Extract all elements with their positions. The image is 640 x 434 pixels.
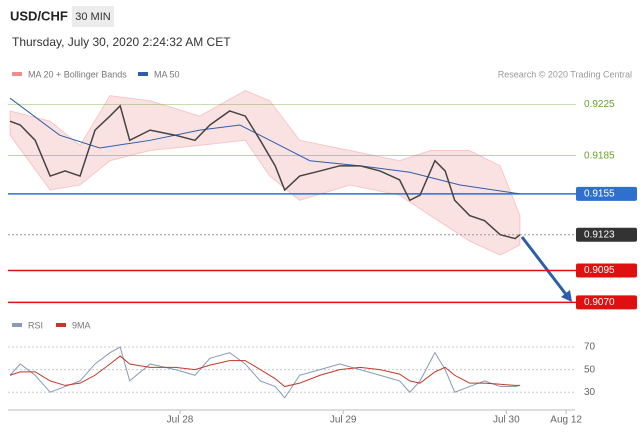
x-tick-label: Aug 12: [550, 415, 582, 426]
x-tick-label: Jul 29: [330, 415, 357, 426]
x-tick-label: Jul 30: [493, 415, 520, 426]
level-label: 0.9070: [584, 297, 615, 308]
bollinger-band: [9, 89, 521, 256]
legend-label: RSI: [28, 320, 43, 330]
level-label: 0.9155: [584, 189, 615, 200]
ma9-line: [9, 355, 520, 388]
legend-label: MA 20 + Bollinger Bands: [28, 69, 127, 79]
forecast-arrow: [520, 236, 570, 298]
level-label: 0.9123: [584, 229, 615, 240]
y-tick-label: 70: [584, 342, 596, 353]
y-tick-label: 30: [584, 387, 596, 398]
level-box: [576, 186, 637, 201]
level-box: [576, 263, 637, 278]
chart-title: USD/CHF: [10, 8, 68, 23]
ma50-line: [9, 97, 521, 195]
timeframe-box: [72, 6, 114, 27]
legend-swatch: [138, 72, 148, 76]
level-box: [576, 295, 637, 310]
level-box: [576, 227, 637, 242]
subtitle: Thursday, July 30, 2020 2:24:32 AM CET: [12, 35, 231, 49]
source: Research © 2020 Trading Central: [498, 69, 632, 79]
level-label: 0.9185: [584, 150, 615, 161]
legend-label: MA 50: [154, 69, 180, 79]
price-line: [9, 104, 521, 240]
legend-swatch: [56, 323, 66, 327]
timeframe: 30 MIN: [75, 11, 111, 23]
x-tick-label: Jul 28: [167, 415, 194, 426]
legend-swatch: [12, 72, 22, 76]
y-tick-label: 50: [584, 364, 596, 375]
level-label: 0.9095: [584, 265, 615, 276]
legend-label: 9MA: [72, 320, 91, 330]
level-label: 0.9225: [584, 99, 615, 110]
forecast-arrow-head: [561, 290, 572, 302]
rsi-line: [9, 346, 521, 399]
legend-swatch: [12, 323, 22, 327]
